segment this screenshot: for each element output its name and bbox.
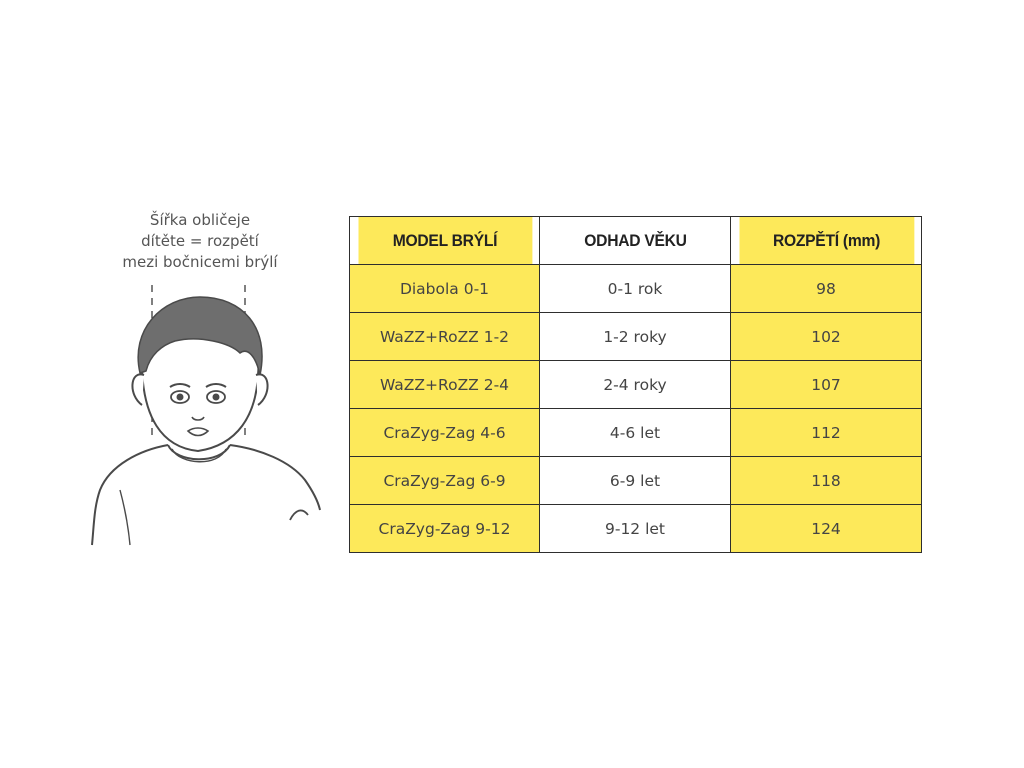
right-ear	[255, 373, 269, 406]
cell-age: 9-12 let	[539, 504, 731, 553]
face-width-caption: Šířka obličeje dítěte = rozpětí mezi boč…	[100, 210, 300, 273]
cell-model: Diabola 0-1	[349, 264, 540, 313]
table-row: CraZyg-Zag 6-9 6-9 let 118	[349, 456, 922, 505]
header-age: ODHAD VĚKU	[546, 216, 724, 265]
table-row: CraZyg-Zag 4-6 4-6 let 112	[349, 408, 922, 457]
cell-age: 2-4 roky	[539, 360, 731, 409]
right-pupil	[212, 393, 220, 401]
caption-line-2: dítěte = rozpětí	[141, 232, 259, 250]
cell-span: 102	[730, 312, 922, 361]
table-row: WaZZ+RoZZ 2-4 2-4 roky 107	[349, 360, 922, 409]
header-span: ROZPĚTÍ (mm)	[737, 216, 915, 265]
right-eyebrow	[205, 383, 227, 388]
cell-model: CraZyg-Zag 9-12	[349, 504, 540, 553]
cell-span: 112	[730, 408, 922, 457]
hair	[137, 296, 263, 376]
mouth	[186, 427, 210, 437]
cell-model: WaZZ+RoZZ 1-2	[349, 312, 540, 361]
table-row: CraZyg-Zag 9-12 9-12 let 124	[349, 504, 922, 553]
cell-span: 118	[730, 456, 922, 505]
cell-span: 98	[730, 264, 922, 313]
table-row: WaZZ+RoZZ 1-2 1-2 roky 102	[349, 312, 922, 361]
size-table: MODEL BRÝLÍ ODHAD VĚKU ROZPĚTÍ (mm) Diab…	[349, 216, 922, 553]
left-eyebrow	[169, 383, 191, 388]
arm-fold	[289, 509, 309, 521]
child-face-illustration	[91, 285, 321, 546]
cell-span: 124	[730, 504, 922, 553]
collar-inner	[171, 448, 227, 463]
left-pupil	[176, 393, 184, 401]
cell-age: 4-6 let	[539, 408, 731, 457]
caption-line-3: mezi bočnicemi brýlí	[122, 253, 278, 271]
shirt-fold	[119, 489, 131, 546]
cell-age: 1-2 roky	[539, 312, 731, 361]
header-model: MODEL BRÝLÍ	[356, 216, 533, 265]
body-outline-right	[229, 444, 321, 511]
cell-model: CraZyg-Zag 6-9	[349, 456, 540, 505]
table-row: Diabola 0-1 0-1 rok 98	[349, 264, 922, 313]
cell-age: 0-1 rok	[539, 264, 731, 313]
caption-line-1: Šířka obličeje	[149, 211, 251, 229]
cell-model: WaZZ+RoZZ 2-4	[349, 360, 540, 409]
cell-span: 107	[730, 360, 922, 409]
body-outline	[91, 444, 169, 546]
nose	[191, 416, 205, 421]
cell-age: 6-9 let	[539, 456, 731, 505]
cell-model: CraZyg-Zag 4-6	[349, 408, 540, 457]
left-ear	[131, 373, 145, 406]
table-header-row: MODEL BRÝLÍ ODHAD VĚKU ROZPĚTÍ (mm)	[350, 216, 922, 265]
